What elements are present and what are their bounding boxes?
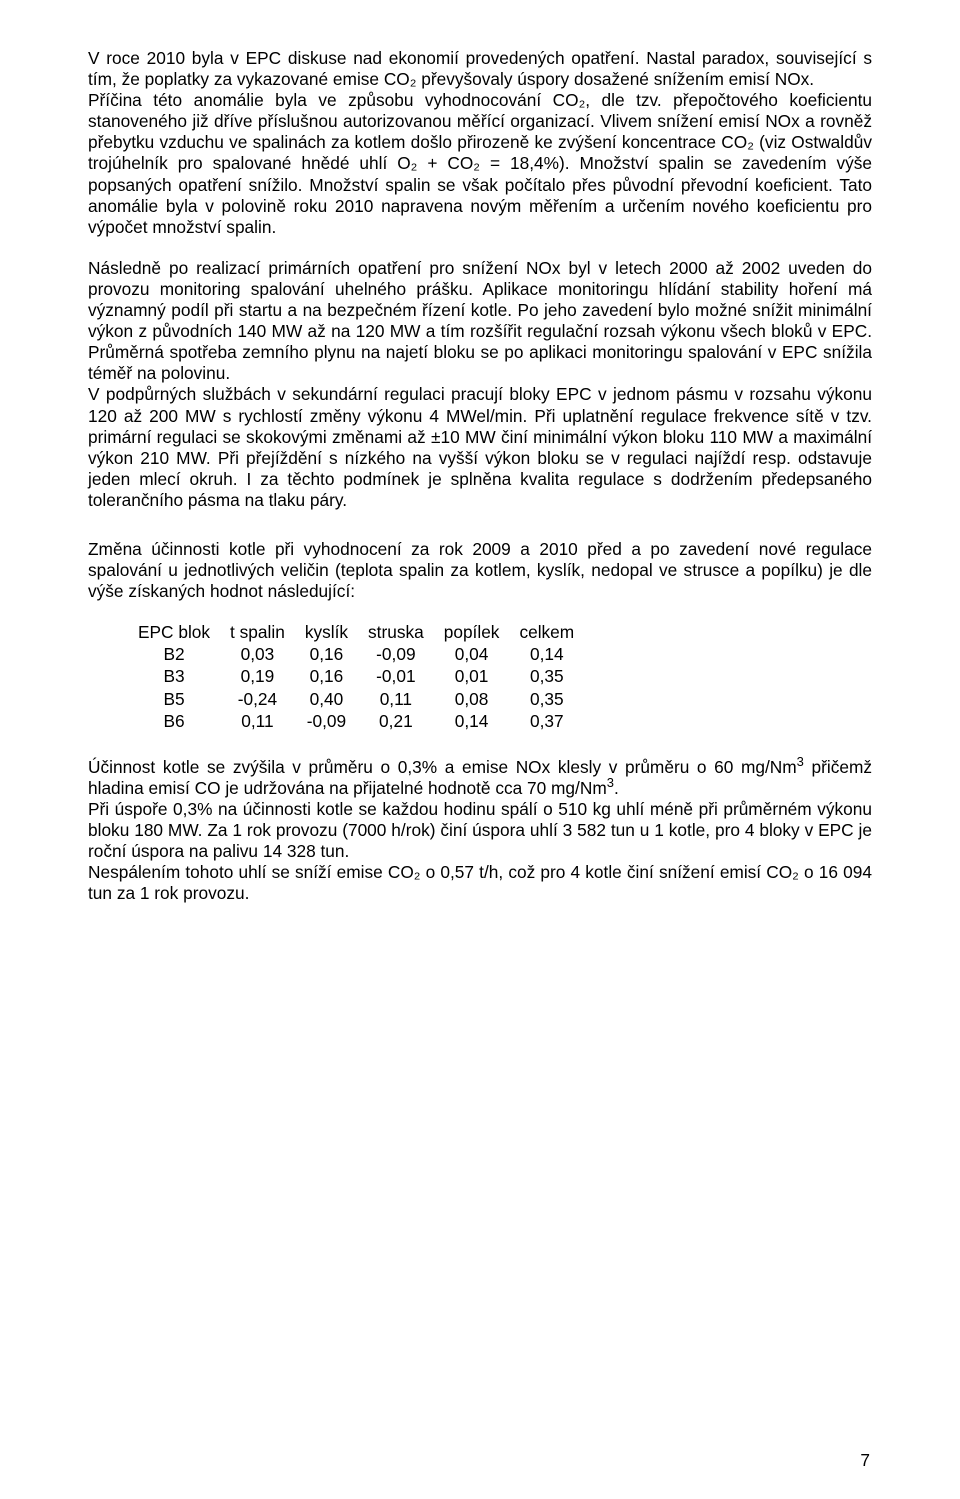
paragraph-3: Následně po realizací primárních opatřen…	[88, 258, 872, 385]
text-run: .	[614, 778, 619, 798]
col-header: t spalin	[220, 622, 295, 644]
paragraph-7: Při úspoře 0,3% na účinnosti kotle se ka…	[88, 799, 872, 862]
col-header: celkem	[509, 622, 584, 644]
cell: 0,19	[220, 666, 295, 688]
cell: 0,14	[509, 644, 584, 666]
cell: 0,35	[509, 666, 584, 688]
document-page: V roce 2010 byla v EPC diskuse nad ekono…	[0, 0, 960, 1499]
cell: -0,09	[358, 644, 434, 666]
cell: 0,01	[434, 666, 510, 688]
cell: -0,09	[295, 711, 358, 733]
superscript: 3	[797, 754, 804, 769]
paragraph-2: Příčina této anomálie byla ve způsobu vy…	[88, 90, 872, 238]
col-header: struska	[358, 622, 434, 644]
cell: B3	[128, 666, 220, 688]
col-header: EPC blok	[128, 622, 220, 644]
table-row: B6 0,11 -0,09 0,21 0,14 0,37	[128, 711, 584, 733]
cell: 0,40	[295, 689, 358, 711]
table-header-row: EPC blok t spalin kyslík struska popílek…	[128, 622, 584, 644]
paragraph-6: Účinnost kotle se zvýšila v průměru o 0,…	[88, 757, 872, 799]
cell: 0,16	[295, 666, 358, 688]
cell: 0,14	[434, 711, 510, 733]
cell: 0,21	[358, 711, 434, 733]
cell: 0,04	[434, 644, 510, 666]
efficiency-table: EPC blok t spalin kyslík struska popílek…	[128, 622, 584, 732]
cell: 0,16	[295, 644, 358, 666]
cell: -0,24	[220, 689, 295, 711]
cell: 0,08	[434, 689, 510, 711]
cell: B6	[128, 711, 220, 733]
cell: B5	[128, 689, 220, 711]
col-header: popílek	[434, 622, 510, 644]
cell: 0,35	[509, 689, 584, 711]
paragraph-5: Změna účinnosti kotle při vyhodnocení za…	[88, 539, 872, 602]
cell: 0,11	[358, 689, 434, 711]
table-row: B3 0,19 0,16 -0,01 0,01 0,35	[128, 666, 584, 688]
cell: 0,37	[509, 711, 584, 733]
table-row: B2 0,03 0,16 -0,09 0,04 0,14	[128, 644, 584, 666]
cell: 0,11	[220, 711, 295, 733]
cell: -0,01	[358, 666, 434, 688]
superscript: 3	[607, 775, 614, 790]
paragraph-4: V podpůrných službách v sekundární regul…	[88, 384, 872, 511]
cell: B2	[128, 644, 220, 666]
col-header: kyslík	[295, 622, 358, 644]
paragraph-8: Nespálením tohoto uhlí se sníží emise CO…	[88, 862, 872, 904]
table-row: B5 -0,24 0,40 0,11 0,08 0,35	[128, 689, 584, 711]
text-run: Účinnost kotle se zvýšila v průměru o 0,…	[88, 757, 797, 777]
cell: 0,03	[220, 644, 295, 666]
page-number: 7	[860, 1450, 870, 1471]
paragraph-1: V roce 2010 byla v EPC diskuse nad ekono…	[88, 48, 872, 90]
